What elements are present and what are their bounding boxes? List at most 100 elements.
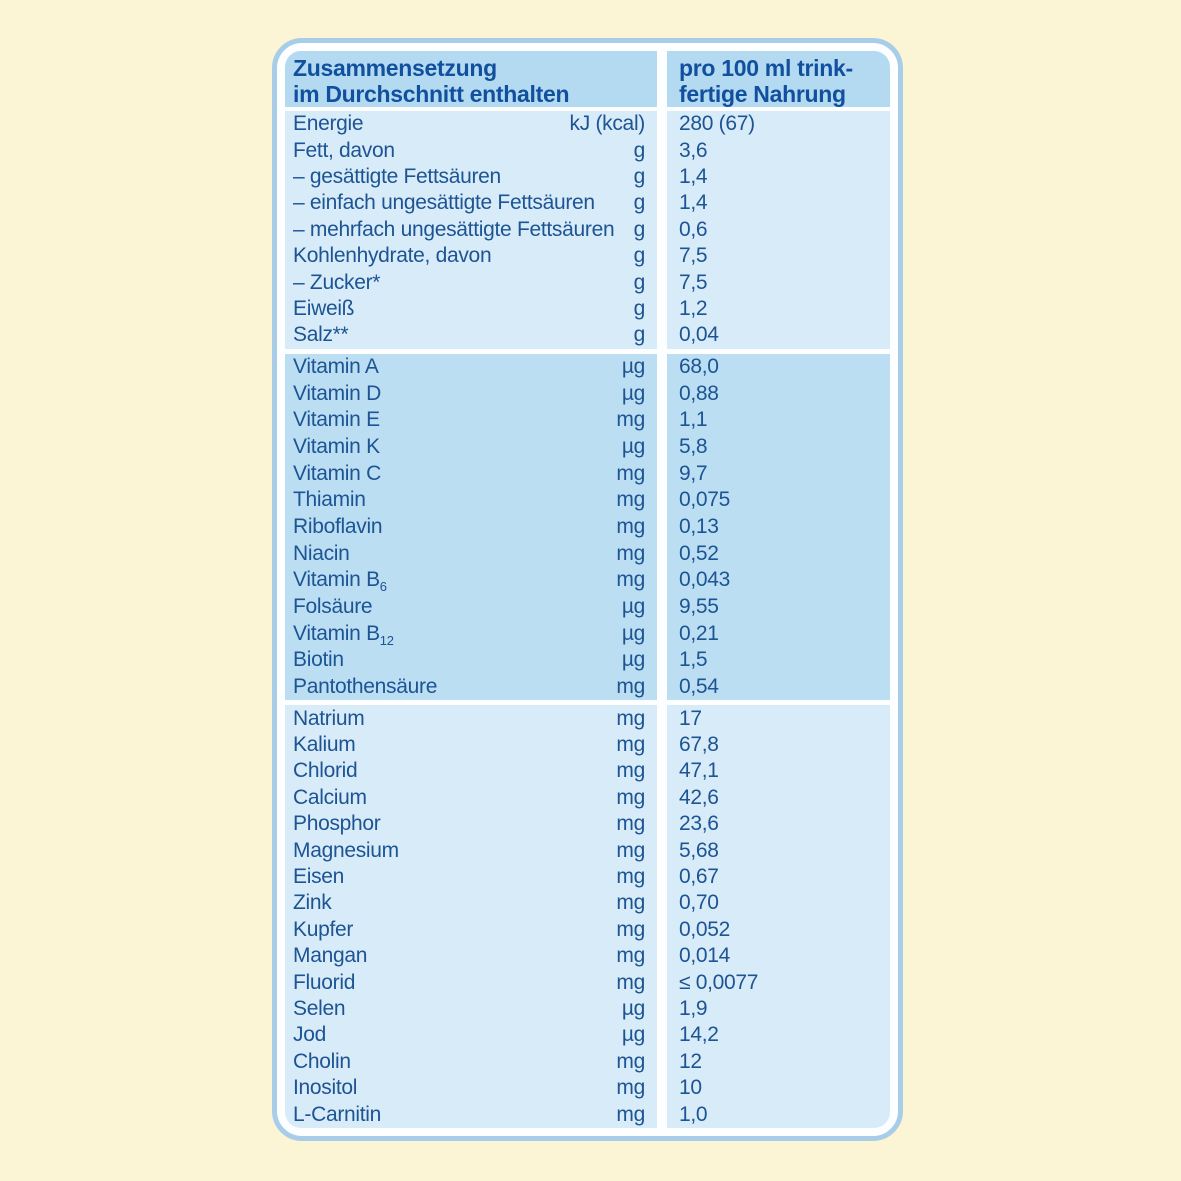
table-row: – Zucker* g 7,5 [285,269,890,295]
nutrient-value: 0,54 [679,675,719,699]
nutrient-value: 3,6 [679,138,708,162]
nutrient-value: 47,1 [679,759,719,783]
header-per-100ml: pro 100 ml trink- fertige Nahrung [657,51,890,107]
nutrient-cell: Vitamin B12 µg [285,621,657,647]
nutrient-value: 9,7 [679,461,708,485]
nutrient-value: 23,6 [679,812,719,836]
nutrient-value: 1,9 [679,996,708,1020]
table-sections: Energie kJ (kcal) 280 (67) Fett, davon g 3,6–… [285,111,890,1128]
nutrient-unit: g [633,296,646,320]
nutrient-cell: Mangan mg [285,944,657,968]
table-row: Energie kJ (kcal) 280 (67) [285,111,890,137]
nutrient-unit: µg [621,434,645,458]
nutrient-unit: mg [616,568,645,592]
nutrient-unit: mg [616,461,645,485]
nutrient-cell: Eisen mg [285,865,657,889]
nutrient-value: 0,52 [679,541,719,565]
nutrient-cell: Calcium mg [285,786,657,810]
nutrient-unit: mg [616,1076,645,1100]
nutrient-name: Vitamin B6 [293,568,387,595]
nutrient-value: 14,2 [679,1023,719,1047]
header-composition: Zusammensetzung im Durchschnitt enthalte… [285,51,657,107]
nutrient-name: Kupfer [293,917,354,941]
table-row: Fluorid mg ≤ 0,0077 [285,969,890,995]
table-row: Magnesium mg 5,68 [285,837,890,863]
table-row: Vitamin A µg 68,0 [285,354,890,381]
column-divider [657,353,667,701]
nutrient-cell: – Zucker* g [285,271,657,295]
nutrient-name: Selen [293,996,346,1020]
nutrient-value: 0,21 [679,621,719,645]
table-row: Folsäure µg 9,55 [285,594,890,621]
table-row: Cholin mg 12 [285,1049,890,1075]
table-row: Vitamin K µg 5,8 [285,434,890,461]
table-row: – mehrfach ungesättigte Fettsäuren g 0,6 [285,217,890,243]
nutrient-unit: mg [616,675,645,699]
nutrient-cell: Vitamin K µg [285,435,657,459]
nutrient-cell: Fett, davon g [285,139,657,163]
nutrient-unit: µg [621,621,645,645]
nutrient-name: Thiamin [293,488,366,512]
nutrient-cell: Folsäure µg [285,595,657,619]
table-row: – gesättigte Fettsäuren g 1,4 [285,164,890,190]
nutrient-name: Inositol [293,1076,358,1100]
nutrient-name: Salz** [293,323,349,347]
nutrient-name: Chlorid [293,759,358,783]
nutrient-cell: Riboflavin mg [285,515,657,539]
nutrient-name: Eiweiß [293,296,355,320]
nutrient-value: 9,55 [679,595,719,619]
table-row: Jod µg 14,2 [285,1022,890,1048]
table-row: Vitamin D µg 0,88 [285,380,890,407]
nutrient-name: Kalium [293,733,356,757]
table-row: L-Carnitin mg 1,0 [285,1101,890,1127]
nutrient-name: Natrium [293,706,365,730]
nutrient-unit: mg [616,864,645,888]
nutrient-name-subscript: 6 [379,579,387,595]
nutrient-value: 1,5 [679,648,708,672]
nutrient-cell: Energie kJ (kcal) [285,112,657,136]
nutrient-unit: mg [616,917,645,941]
table-row: Eiweiß g 1,2 [285,296,890,322]
nutrient-value: 68,0 [679,354,719,378]
nutrient-cell: Kalium mg [285,733,657,757]
column-divider [657,705,667,1128]
table-row: Kohlenhydrate, davon g 7,5 [285,243,890,269]
nutrient-name: L-Carnitin [293,1102,382,1126]
nutrient-cell: – mehrfach ungesättigte Fettsäuren g [285,218,657,242]
nutrient-value: 0,88 [679,381,719,405]
table-row: Vitamin B12 µg 0,21 [285,620,890,647]
nutrient-name: Mangan [293,944,368,968]
nutrient-unit: mg [616,970,645,994]
table-row: Fett, davon g 3,6 [285,137,890,163]
table-row: Riboflavin mg 0,13 [285,514,890,541]
nutrient-name: Vitamin D [293,381,381,405]
nutrient-cell: Vitamin D µg [285,382,657,406]
nutrient-cell: Chlorid mg [285,759,657,783]
nutrient-value: 67,8 [679,733,719,757]
table-section: Natrium mg 17 Kalium mg 67,8 Chlorid mg 47,1 Calc… [285,705,890,1128]
nutrient-value: 17 [679,706,702,730]
nutrient-name: – einfach ungesättigte Fettsäuren [293,191,595,215]
nutrient-name: Kohlenhydrate, davon [293,244,492,268]
table-row: Eisen mg 0,67 [285,864,890,890]
table-row: Vitamin E mg 1,1 [285,407,890,434]
table-row: Kupfer mg 0,052 [285,917,890,943]
nutrient-unit: g [633,138,646,162]
nutrient-value: 12 [679,1049,702,1073]
table-row: Thiamin mg 0,075 [285,487,890,514]
nutrient-unit: mg [616,541,645,565]
column-divider [657,51,667,107]
nutrient-cell: Zink mg [285,891,657,915]
nutrient-name: Fluorid [293,970,356,994]
nutrient-unit: mg [616,1049,645,1073]
column-divider [657,111,667,349]
table-row: Zink mg 0,70 [285,890,890,916]
nutrient-value: 1,2 [679,296,708,320]
nutrient-unit: g [633,191,646,215]
nutrient-unit: µg [621,648,645,672]
nutrient-unit: mg [616,838,645,862]
nutrition-table: Zusammensetzung im Durchschnitt enthalte… [272,38,903,1141]
nutrient-name: Phosphor [293,812,381,836]
nutrient-cell: Phosphor mg [285,812,657,836]
nutrient-value: 0,043 [679,568,731,592]
